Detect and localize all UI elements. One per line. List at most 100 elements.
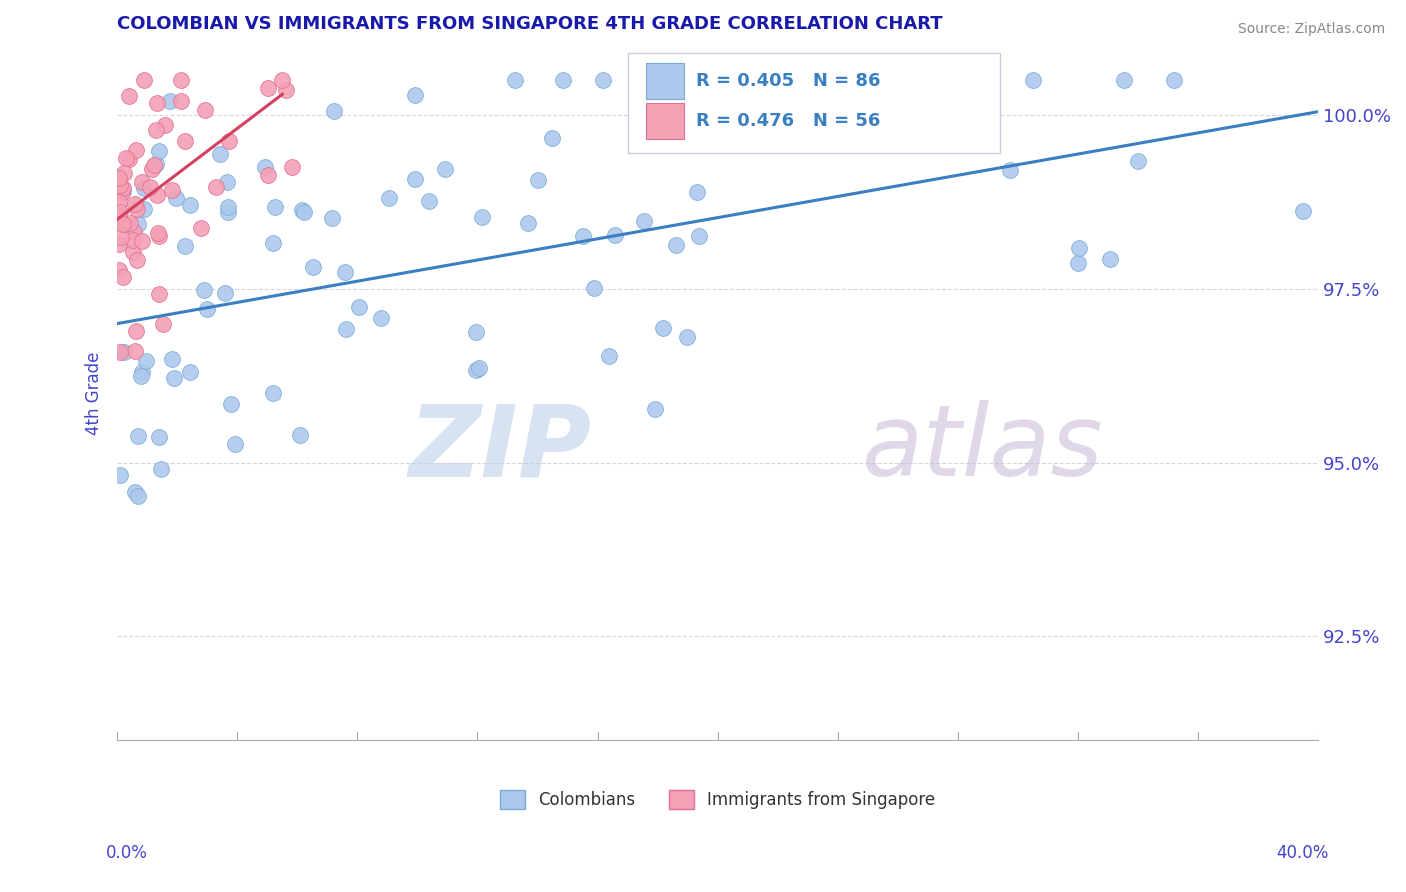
Point	[205, 180, 228, 194]
Point	[467, 361, 489, 376]
Point	[134, 202, 156, 216]
Point	[254, 160, 277, 174]
Point	[145, 157, 167, 171]
Point	[434, 161, 457, 176]
Point	[465, 325, 488, 339]
Point	[1114, 73, 1136, 87]
Point	[107, 170, 129, 185]
Point	[107, 237, 129, 252]
Point	[218, 135, 240, 149]
Point	[111, 181, 134, 195]
Point	[108, 468, 131, 483]
Point	[108, 178, 131, 192]
Point	[141, 162, 163, 177]
Point	[998, 163, 1021, 178]
Point	[152, 318, 174, 332]
Point	[190, 221, 212, 235]
Point	[276, 83, 298, 97]
Point	[301, 260, 323, 275]
Point	[125, 202, 148, 216]
Point	[179, 365, 201, 379]
Point	[170, 95, 193, 109]
Point	[107, 195, 129, 210]
Point	[108, 204, 131, 219]
Text: atlas: atlas	[862, 401, 1104, 497]
Point	[148, 430, 170, 444]
Point	[592, 73, 614, 87]
Point	[146, 95, 169, 110]
Point	[170, 73, 193, 87]
Point	[127, 429, 149, 443]
Point	[827, 112, 849, 126]
Point	[378, 191, 401, 205]
Point	[162, 371, 184, 385]
FancyBboxPatch shape	[645, 103, 685, 139]
Point	[110, 229, 132, 244]
Point	[127, 217, 149, 231]
Text: 0.0%: 0.0%	[105, 844, 148, 862]
Point	[264, 200, 287, 214]
Point	[145, 123, 167, 137]
Point	[215, 175, 238, 189]
Point	[633, 214, 655, 228]
Point	[219, 397, 242, 411]
Point	[644, 401, 666, 416]
Point	[370, 310, 392, 325]
Point	[503, 73, 526, 87]
Point	[1163, 73, 1185, 87]
FancyBboxPatch shape	[645, 63, 685, 99]
Point	[1128, 153, 1150, 168]
Point	[1292, 204, 1315, 219]
Point	[148, 286, 170, 301]
Point	[195, 301, 218, 316]
Text: Source: ZipAtlas.com: Source: ZipAtlas.com	[1237, 22, 1385, 37]
Point	[112, 269, 135, 284]
Point	[217, 205, 239, 219]
Point	[108, 263, 131, 277]
Point	[1022, 73, 1045, 87]
Text: ZIP: ZIP	[409, 401, 592, 497]
Point	[125, 143, 148, 157]
Point	[256, 168, 278, 182]
Point	[347, 300, 370, 314]
Point	[292, 204, 315, 219]
Point	[291, 202, 314, 217]
Text: COLOMBIAN VS IMMIGRANTS FROM SINGAPORE 4TH GRADE CORRELATION CHART: COLOMBIAN VS IMMIGRANTS FROM SINGAPORE 4…	[117, 15, 943, 33]
Point	[179, 197, 201, 211]
Point	[404, 171, 426, 186]
Point	[193, 283, 215, 297]
Point	[108, 344, 131, 359]
Point	[676, 330, 699, 344]
Point	[139, 180, 162, 194]
Point	[132, 73, 155, 87]
Point	[112, 166, 135, 180]
Point	[517, 216, 540, 230]
Legend: Colombians, Immigrants from Singapore: Colombians, Immigrants from Singapore	[494, 783, 942, 815]
Point	[571, 229, 593, 244]
Text: R = 0.476   N = 56: R = 0.476 N = 56	[696, 112, 880, 130]
Point	[114, 218, 136, 232]
Point	[107, 209, 129, 223]
Point	[335, 322, 357, 336]
Point	[174, 239, 197, 253]
Point	[688, 229, 710, 244]
Point	[129, 368, 152, 383]
Point	[132, 181, 155, 195]
Point	[122, 245, 145, 260]
Point	[107, 209, 129, 223]
Point	[321, 211, 343, 226]
Point	[262, 385, 284, 400]
Point	[148, 144, 170, 158]
Point	[271, 73, 294, 87]
Point	[146, 188, 169, 202]
Point	[551, 73, 574, 87]
Point	[471, 210, 494, 224]
Point	[160, 183, 183, 197]
Point	[118, 152, 141, 166]
Point	[125, 324, 148, 338]
Point	[159, 94, 181, 108]
Point	[465, 363, 488, 377]
Point	[652, 321, 675, 335]
Point	[217, 200, 239, 214]
Point	[257, 81, 280, 95]
